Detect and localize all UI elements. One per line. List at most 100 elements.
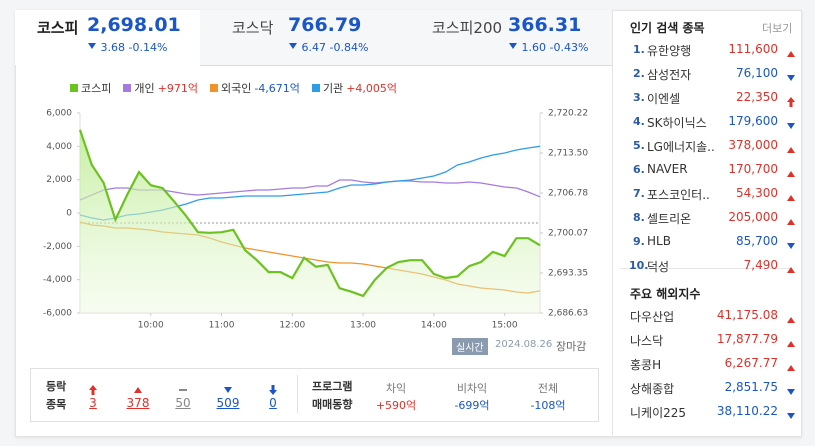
stock-name[interactable]: LG에너지솔.. xyxy=(647,140,715,154)
stock-price: 22,350 xyxy=(736,90,778,104)
stock-name[interactable]: 덕성 xyxy=(647,260,670,274)
trend-icon xyxy=(787,365,795,371)
legend-name: 개인 xyxy=(134,82,155,95)
breadth-count[interactable]: 509 xyxy=(216,396,240,410)
stock-trend xyxy=(786,260,796,279)
index-value: 2,851.75 xyxy=(724,380,778,394)
legend-item[interactable]: 기관 +4,005억 xyxy=(311,80,397,96)
tab-value: 2,698.01 xyxy=(87,14,181,36)
y2-tick-label: 2,713.50 xyxy=(548,149,588,159)
stock-price: 54,300 xyxy=(736,186,778,200)
stock-name[interactable]: HLB xyxy=(647,234,671,248)
x-tick-label: 11:00 xyxy=(209,321,235,331)
date: 2024.08.26 xyxy=(495,339,553,350)
tab-value: 766.79 xyxy=(288,14,362,36)
stock-name[interactable]: 삼성전자 xyxy=(647,68,692,82)
tab-change: 3.68 -0.14% xyxy=(87,41,167,54)
breadth-count[interactable]: 50 xyxy=(175,396,191,410)
stock-trend xyxy=(786,68,796,87)
y-tick-label: -4,000 xyxy=(43,275,72,285)
tab-change-value: 1.60 -0.43% xyxy=(521,41,589,54)
trend-icon xyxy=(134,387,142,393)
breadth-icon xyxy=(223,380,233,399)
stock-trend xyxy=(786,44,796,63)
tab[interactable]: 코스닥 766.79 6.47 -0.84% xyxy=(200,10,401,66)
program-name: 비차익 xyxy=(456,382,488,395)
breadth-count[interactable]: 0 xyxy=(269,396,277,410)
trend-icon xyxy=(787,243,795,249)
stock-trend xyxy=(786,188,796,207)
badge: 실시간 xyxy=(452,338,488,355)
index-name[interactable]: 상해종합 xyxy=(630,382,675,396)
chart: 6,000 4,000 2,000 0 -2,000 -4,000 -6,000 2,720.… xyxy=(43,109,588,331)
legend-value: -4,671억 xyxy=(254,82,300,95)
stock-trend xyxy=(786,236,796,255)
program-title: 매매동향 xyxy=(312,398,353,411)
popular-title: 인기 검색 종목 xyxy=(630,21,705,35)
legend-item[interactable]: 외국인 -4,671억 xyxy=(209,80,300,96)
legend-item[interactable]: 코스피 xyxy=(70,80,111,96)
index-name[interactable]: 나스닥 xyxy=(630,334,664,348)
stock-name[interactable]: 포스코인터.. xyxy=(647,188,710,202)
breadth-label: 종목 xyxy=(46,398,67,411)
y2-tick-label: 2,693.35 xyxy=(548,268,588,278)
breadth-icon xyxy=(268,380,278,399)
divider xyxy=(612,10,613,435)
legend-item[interactable]: 개인 +971억 xyxy=(123,80,198,96)
tab-change: 6.47 -0.84% xyxy=(288,41,368,54)
breadth-count[interactable]: 378 xyxy=(126,396,150,410)
program-title: 프로그램 xyxy=(312,380,353,393)
index-name[interactable]: 홍콩H xyxy=(630,358,662,372)
legend-name: 코스피 xyxy=(81,82,112,95)
trend-icon xyxy=(787,97,795,107)
program-name: 차익 xyxy=(385,382,407,395)
trend-icon xyxy=(787,341,795,347)
trend-icon xyxy=(787,317,795,323)
stats-box xyxy=(30,368,599,422)
index-value: 38,110.22 xyxy=(716,404,778,418)
trend-icon xyxy=(289,43,297,49)
rank: 6. xyxy=(633,163,645,176)
stock-price: 85,700 xyxy=(736,234,778,248)
indices-title: 주요 해외지수 xyxy=(630,287,701,301)
tab[interactable]: 코스피 2,698.01 3.68 -0.14% xyxy=(15,10,201,65)
stock-name[interactable]: NAVER xyxy=(647,162,688,176)
trend-icon xyxy=(787,75,795,81)
rank: 5. xyxy=(633,139,645,152)
stock-price: 378,000 xyxy=(728,138,778,152)
stock-price: 205,000 xyxy=(728,210,778,224)
rank: 2. xyxy=(633,67,645,80)
program-name: 전체 xyxy=(537,382,559,395)
tab[interactable]: 코스피200 366.31 1.60 -0.43% xyxy=(400,10,613,66)
trend-icon xyxy=(224,387,232,393)
index-name[interactable]: 다우산업 xyxy=(630,310,675,324)
stock-trend xyxy=(786,164,796,183)
stock-name[interactable]: 이엔셀 xyxy=(647,92,681,106)
stock-price: 7,490 xyxy=(743,258,778,272)
trend-icon xyxy=(787,147,795,153)
breadth-count[interactable]: 3 xyxy=(89,396,97,410)
y2-tick-label: 2,686.63 xyxy=(548,309,588,319)
trend-icon xyxy=(787,267,795,273)
rank: 8. xyxy=(633,211,645,224)
status: 장마감 xyxy=(556,340,587,353)
index-trend xyxy=(786,406,796,425)
trend-icon xyxy=(89,385,97,395)
rank: 1. xyxy=(633,43,645,56)
index-trend xyxy=(786,334,796,353)
breadth-icon xyxy=(178,380,188,399)
y2-tick-label: 2,720.22 xyxy=(548,109,588,119)
index-trend xyxy=(786,358,796,377)
stock-name[interactable]: SK하이닉스 xyxy=(647,116,707,130)
legend-swatch xyxy=(123,84,132,92)
tab-name: 코스피200 xyxy=(432,19,503,37)
series-area xyxy=(80,129,540,313)
breadth-icon xyxy=(88,380,98,399)
legend-name: 기관 xyxy=(322,82,344,95)
index-trend xyxy=(786,310,796,329)
stock-name[interactable]: 셀트리온 xyxy=(647,212,692,226)
more-link[interactable]: 더보기 xyxy=(762,22,793,35)
stock-name[interactable]: 유한양행 xyxy=(647,44,692,58)
rank: 4. xyxy=(633,115,645,128)
index-name[interactable]: 니케이225 xyxy=(630,406,687,420)
